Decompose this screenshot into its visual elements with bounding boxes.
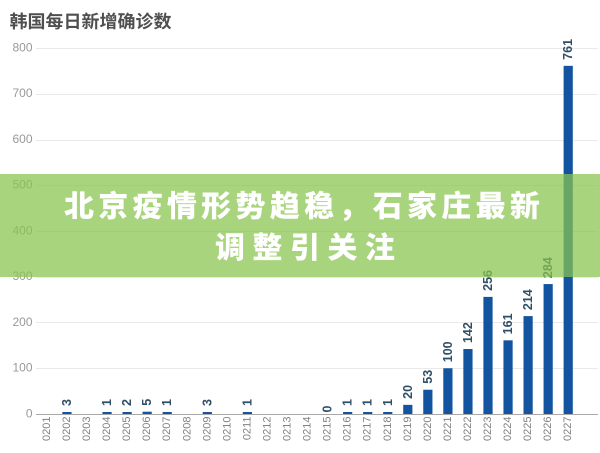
svg-text:2: 2 [120,399,134,406]
svg-text:0202: 0202 [61,417,73,441]
svg-text:800: 800 [12,40,32,54]
svg-text:1: 1 [361,399,375,406]
svg-text:0204: 0204 [101,417,113,441]
svg-text:0226: 0226 [542,417,554,441]
svg-text:0: 0 [321,406,335,413]
svg-text:0215: 0215 [322,417,334,441]
svg-text:0224: 0224 [502,417,514,441]
svg-text:761: 761 [561,39,575,60]
svg-text:0209: 0209 [201,417,213,441]
svg-text:53: 53 [421,370,435,384]
svg-text:0210: 0210 [221,417,233,441]
svg-text:0219: 0219 [402,417,414,441]
svg-text:0225: 0225 [522,417,534,441]
svg-text:1: 1 [240,399,254,406]
svg-text:0212: 0212 [261,417,273,441]
svg-text:600: 600 [12,132,32,146]
svg-text:0208: 0208 [181,417,193,441]
svg-text:0201: 0201 [41,417,53,441]
svg-text:100: 100 [441,341,455,362]
svg-text:0227: 0227 [562,417,574,441]
svg-text:0221: 0221 [442,417,454,441]
svg-text:3: 3 [60,399,74,406]
svg-text:142: 142 [461,322,475,343]
svg-text:0218: 0218 [382,417,394,441]
svg-text:0203: 0203 [81,417,93,441]
svg-text:0214: 0214 [302,417,314,441]
svg-text:1: 1 [160,399,174,406]
svg-text:5: 5 [140,399,154,406]
svg-text:0213: 0213 [282,417,294,441]
svg-text:0206: 0206 [141,417,153,441]
svg-text:0205: 0205 [121,417,133,441]
svg-text:700: 700 [12,86,32,100]
svg-text:0216: 0216 [342,417,354,441]
svg-text:0211: 0211 [241,417,253,441]
svg-text:1: 1 [100,399,114,406]
svg-text:100: 100 [12,361,32,375]
svg-text:0222: 0222 [462,417,474,441]
svg-text:0: 0 [26,406,33,420]
svg-text:161: 161 [501,313,515,334]
svg-text:1: 1 [381,399,395,406]
svg-text:200: 200 [12,315,32,329]
svg-text:0217: 0217 [362,417,374,441]
svg-text:214: 214 [521,289,535,310]
svg-text:3: 3 [200,399,214,406]
svg-text:0207: 0207 [161,417,173,441]
svg-text:1: 1 [341,399,355,406]
svg-text:20: 20 [401,385,415,399]
svg-text:0220: 0220 [422,417,434,441]
svg-text:0223: 0223 [482,417,494,441]
